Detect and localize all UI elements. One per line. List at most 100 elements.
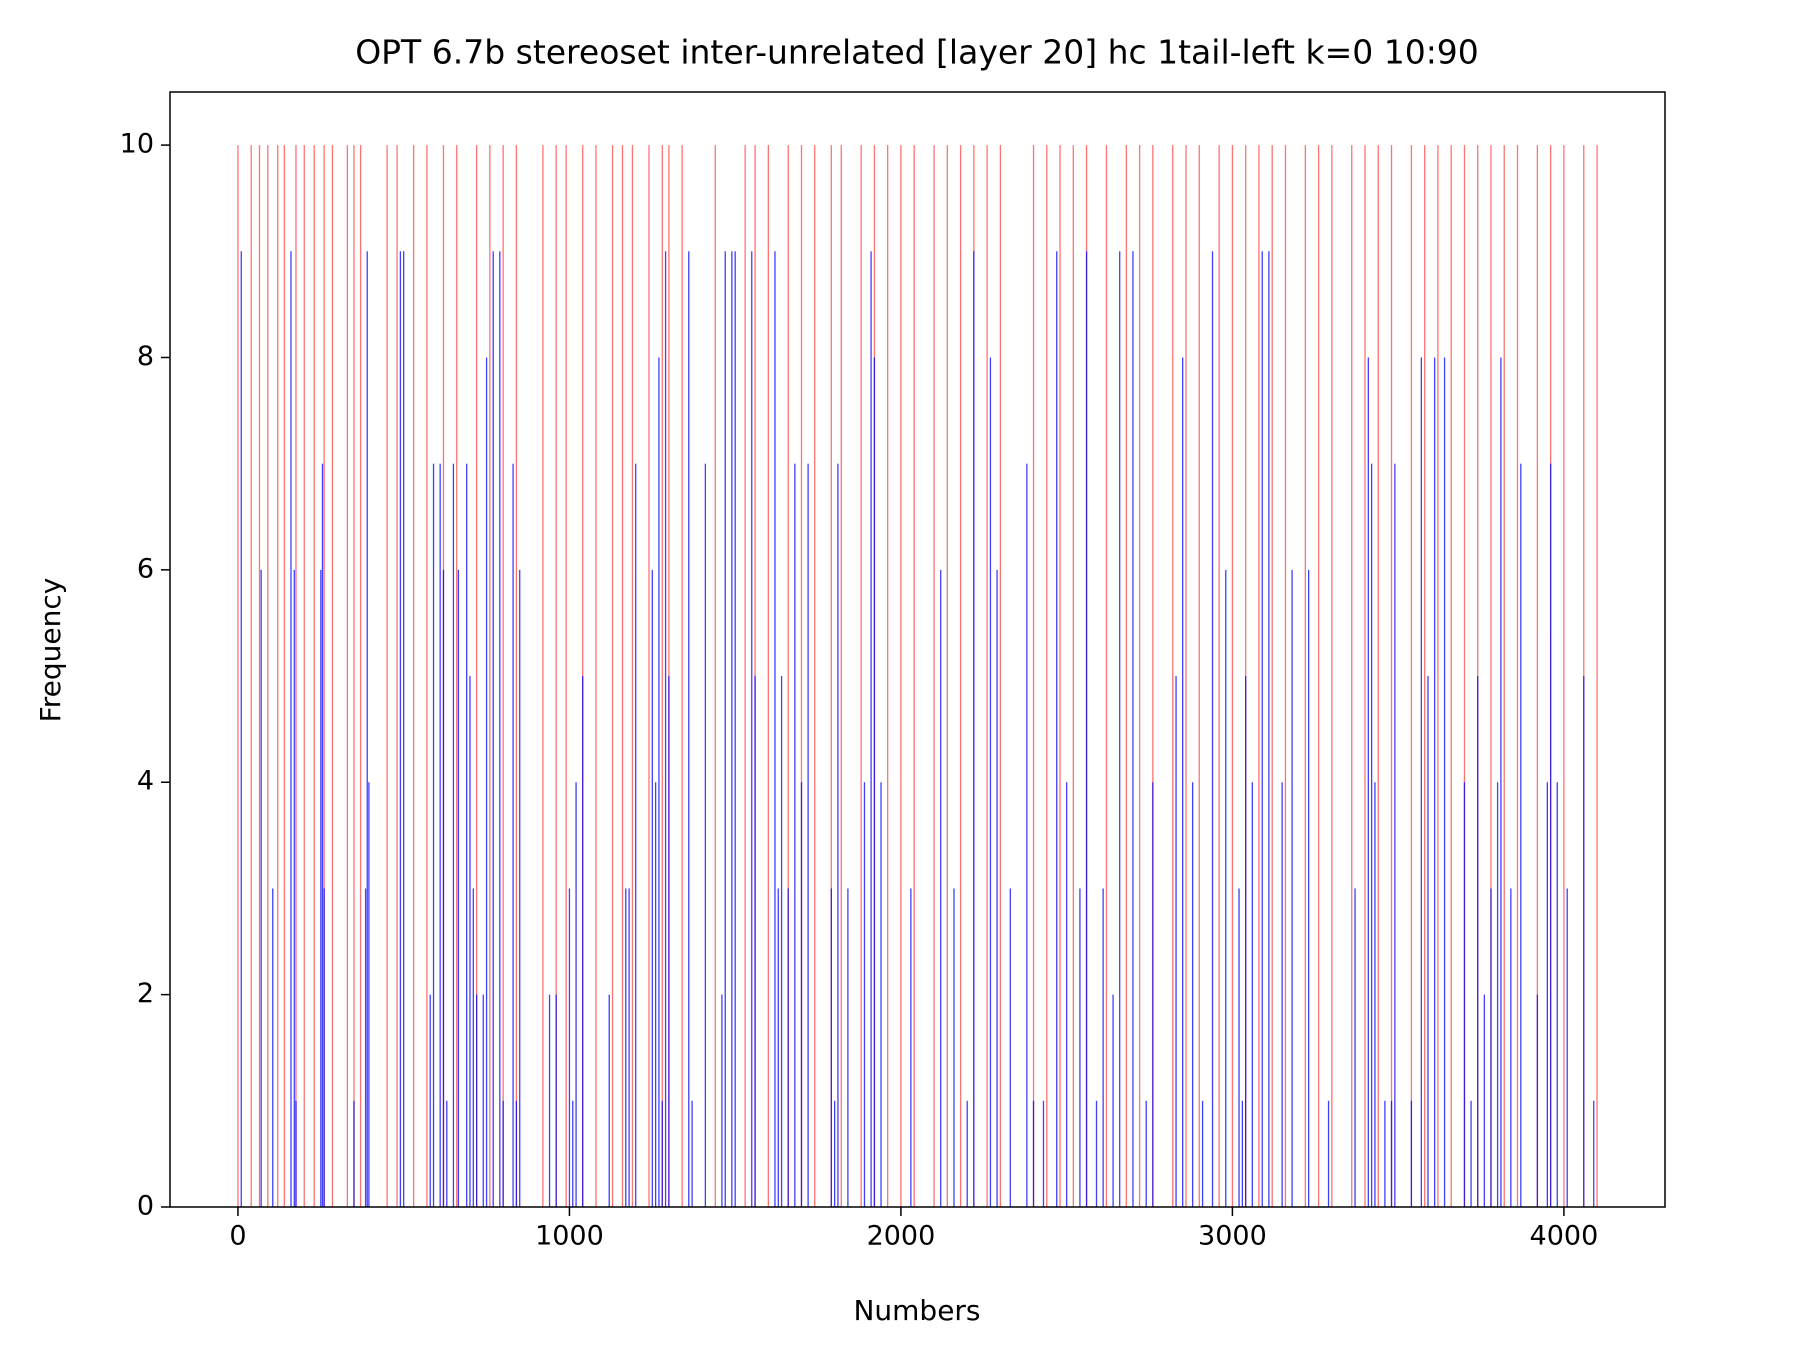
bar — [1563, 145, 1565, 1208]
bar — [959, 145, 962, 1208]
bar — [774, 251, 776, 1208]
bar — [608, 994, 610, 1207]
x-tick-label: 2000 — [867, 1221, 936, 1252]
bar — [800, 782, 803, 1207]
bar — [863, 782, 866, 1207]
bar — [1410, 1100, 1413, 1207]
bar — [1556, 782, 1558, 1207]
bar — [635, 463, 637, 1208]
bar — [1191, 782, 1194, 1207]
bar — [250, 145, 252, 1208]
bar — [1152, 145, 1154, 1208]
bar — [1546, 782, 1548, 1207]
bar — [412, 145, 415, 1208]
y-tick-label: 4 — [137, 766, 154, 797]
bar — [555, 145, 557, 1208]
bar — [1066, 782, 1068, 1207]
bar — [572, 1100, 574, 1207]
bar — [754, 676, 756, 1207]
bar — [386, 145, 388, 1208]
bar — [989, 357, 992, 1207]
bar — [489, 145, 491, 1208]
y-tick-label: 0 — [137, 1191, 154, 1222]
bar — [1095, 1100, 1098, 1207]
bar — [837, 463, 839, 1208]
bar — [323, 145, 325, 1208]
bar — [814, 145, 816, 1208]
bar — [432, 463, 435, 1208]
bar — [631, 145, 634, 1208]
bar — [973, 251, 975, 1208]
bar — [731, 251, 733, 1208]
bar — [777, 888, 779, 1207]
bar — [1450, 145, 1452, 1208]
bar — [1596, 145, 1598, 1208]
bar — [482, 994, 484, 1207]
bar — [429, 994, 431, 1207]
bar — [887, 145, 889, 1208]
bar — [1483, 994, 1485, 1207]
x-tick-label: 0 — [229, 1221, 246, 1252]
bar — [1390, 145, 1393, 1208]
bar — [485, 357, 488, 1207]
bar — [1238, 888, 1240, 1207]
bar — [515, 1100, 518, 1207]
bar — [860, 145, 862, 1208]
bar — [555, 994, 557, 1207]
bar — [661, 145, 663, 1208]
bar — [1549, 463, 1552, 1208]
bar — [648, 145, 650, 1208]
bar — [1152, 782, 1154, 1207]
bar — [833, 1100, 836, 1207]
bar — [946, 145, 948, 1208]
bar — [290, 251, 292, 1208]
bar — [1536, 994, 1539, 1207]
bar — [1241, 1100, 1244, 1207]
bar — [625, 888, 627, 1207]
bar — [353, 145, 355, 1208]
bar — [399, 251, 402, 1208]
bar — [1331, 145, 1333, 1208]
bar — [466, 463, 468, 1208]
bar — [1374, 782, 1376, 1207]
bar — [1125, 145, 1127, 1208]
bar — [830, 888, 832, 1207]
bar — [681, 145, 683, 1208]
bar — [1427, 676, 1429, 1207]
bar — [1370, 463, 1373, 1208]
bar — [966, 1100, 968, 1207]
y-tick-label: 10 — [120, 129, 154, 160]
bar — [1437, 145, 1439, 1208]
bar — [1520, 463, 1522, 1208]
bar — [519, 569, 521, 1207]
bar — [568, 888, 571, 1207]
bar — [515, 145, 518, 1208]
bar — [953, 888, 955, 1207]
bar — [880, 782, 882, 1207]
bar — [1251, 782, 1253, 1207]
bar — [1218, 145, 1220, 1208]
bar — [1112, 994, 1114, 1207]
bar — [661, 1100, 663, 1207]
bar — [293, 569, 295, 1207]
bar — [1119, 251, 1121, 1208]
bar — [1281, 782, 1283, 1207]
bar — [780, 676, 783, 1207]
bar — [502, 1100, 504, 1207]
bar — [1245, 676, 1247, 1207]
y-axis-label: Frequency — [34, 578, 67, 723]
bar — [1225, 569, 1227, 1207]
bar — [840, 145, 842, 1208]
y-tick-label: 2 — [137, 978, 154, 1009]
bar — [847, 888, 849, 1207]
bar — [621, 145, 624, 1208]
bar — [1477, 676, 1479, 1207]
bar — [1566, 888, 1568, 1207]
bar — [1072, 145, 1074, 1208]
bar — [313, 145, 315, 1208]
bar — [1390, 1100, 1393, 1207]
y-tick-label: 8 — [137, 341, 154, 372]
bar — [1583, 676, 1585, 1207]
bar — [565, 145, 567, 1208]
bar — [1593, 1100, 1595, 1207]
